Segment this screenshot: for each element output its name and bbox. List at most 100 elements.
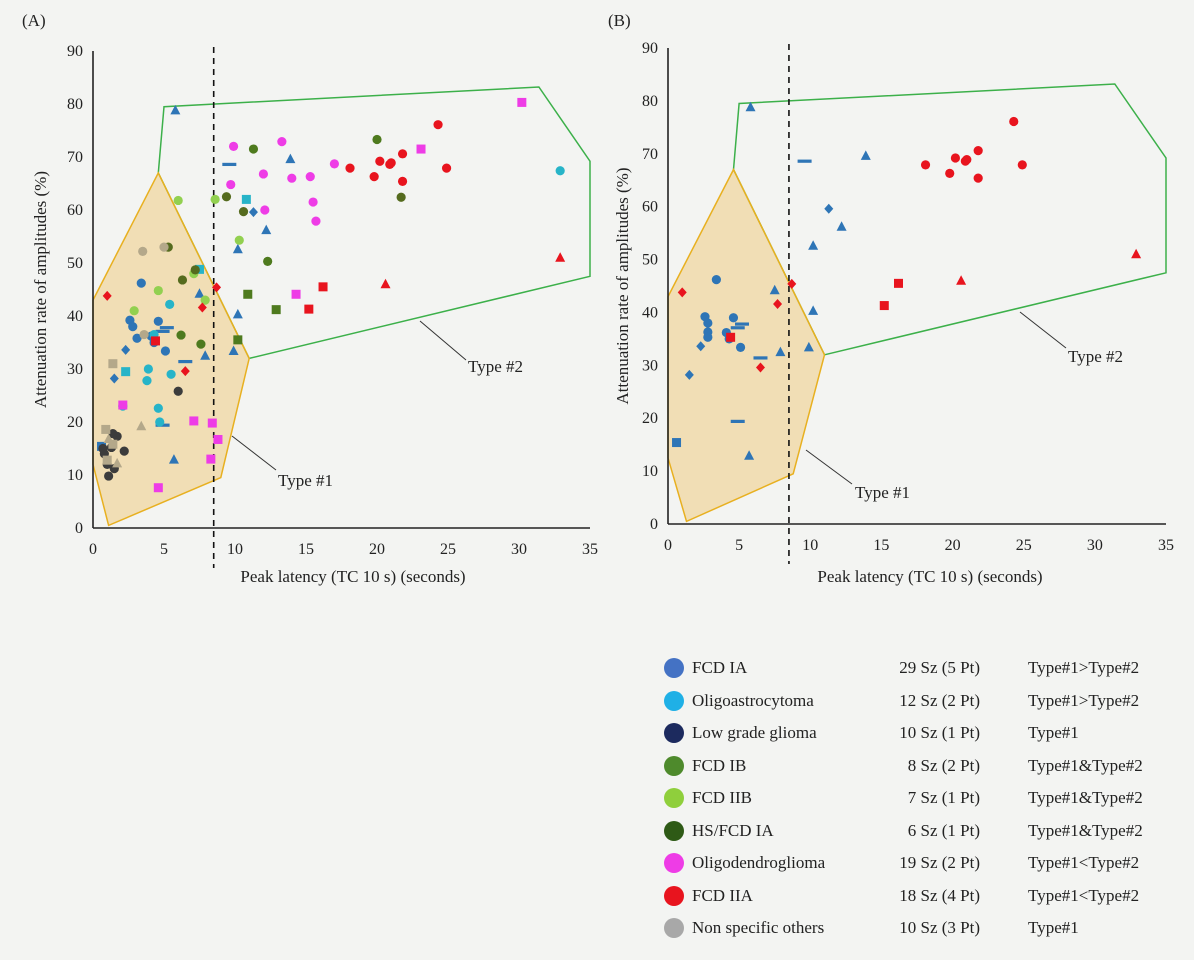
x-tick-label: 10	[802, 537, 818, 554]
data-point-fcdib	[263, 256, 273, 267]
data-point-lgg	[119, 446, 129, 456]
panel-a: (A) 0 10 20 30 40 50 60 70 80 90 0 5 10 15 20 25 30 35 Att…	[22, 11, 598, 586]
data-point-fcdiia	[920, 160, 931, 170]
data-point-fcdia	[711, 275, 721, 285]
data-point-fcdia	[168, 454, 179, 464]
data-point-fcdiia	[380, 278, 391, 289]
data-point-fcdia	[248, 207, 258, 218]
panel-b: (B) 0 10 20 30 40 50 60 70 80 90 0 5 10 15 20 25 30 35 Att…	[608, 11, 1174, 586]
y-tick-label: 60	[642, 199, 658, 216]
data-point-hsfcd	[238, 206, 249, 217]
type1-annotation-leader	[805, 449, 853, 485]
y-tick-label: 10	[642, 463, 658, 480]
y-tick-label: 80	[642, 93, 658, 110]
data-point-fcdia	[194, 288, 205, 298]
data-point-fcdia	[730, 419, 745, 423]
type2-annotation: Type #2	[1068, 347, 1123, 366]
x-tick-label: 20	[369, 541, 385, 558]
legend-item: HS/FCD IA 6 Sz (1 Pt) Type#1&Type#2	[660, 819, 1190, 852]
legend-marker	[664, 755, 684, 776]
y-tick-label: 30	[642, 357, 658, 374]
x-tick-label: 20	[945, 537, 961, 554]
y-tick-label: 20	[67, 414, 83, 431]
data-point-nonspec	[138, 246, 148, 256]
data-point-oligodendro	[228, 141, 239, 151]
data-point-fcdib	[248, 144, 259, 154]
type1-annotation-leader	[231, 435, 277, 471]
data-point-fcdiia	[950, 153, 961, 163]
data-point-oligodendro	[258, 169, 268, 179]
x-tick-label: 35	[582, 541, 598, 558]
data-point-fcdia	[797, 159, 812, 163]
data-point-fcdiia	[212, 282, 222, 293]
data-point-fcdia	[745, 101, 756, 112]
data-point-fcdiia	[397, 149, 408, 159]
data-point-nonspec	[136, 420, 147, 431]
data-point-fcdiib	[173, 195, 183, 206]
legend-count: 6 Sz (1 Pt)	[907, 820, 980, 840]
data-point-fcdiia	[555, 252, 566, 262]
data-point-oligodendro	[153, 483, 163, 493]
legend-item: FCD IIB 7 Sz (1 Pt) Type#1&Type#2	[660, 786, 1190, 819]
type1-annotation: Type #1	[855, 483, 910, 502]
legend: FCD IA 29 Sz (5 Pt) Type#1>Type#2 Oligoastr…	[660, 656, 1190, 949]
data-point-fcdib	[271, 305, 281, 315]
data-point-fcdib	[233, 335, 243, 345]
legend-item: Oligoastrocytoma 12 Sz (2 Pt) Type#1>Type#…	[660, 689, 1190, 722]
legend-count: 18 Sz (4 Pt)	[899, 885, 980, 905]
data-point-fcdia	[734, 322, 749, 326]
data-point-fcdia	[132, 333, 142, 343]
y-tick-label: 50	[67, 255, 83, 272]
y-tick-label: 30	[67, 361, 83, 378]
legend-item: FCD IB 8 Sz (2 Pt) Type#1&Type#2	[660, 754, 1190, 787]
type2-annotation-leader	[419, 320, 467, 361]
data-point-fcdib	[196, 339, 206, 349]
data-point-fcdiia	[386, 158, 396, 168]
data-point-fcdia	[153, 316, 163, 326]
legend-marker	[664, 885, 684, 906]
data-point-lgg	[173, 386, 183, 396]
data-point-fcdiib	[200, 295, 210, 305]
data-point-fcdia	[232, 308, 243, 319]
data-point-hsfcd	[177, 275, 188, 285]
data-point-fcdiia	[773, 298, 783, 309]
data-point-fcdiia	[441, 163, 452, 173]
data-point-fcdia	[744, 450, 755, 460]
data-point-fcdiia	[433, 120, 443, 130]
legend-marker	[664, 723, 684, 743]
legend-item: Low grade glioma 10 Sz (1 Pt) Type#1	[660, 721, 1190, 754]
data-point-fcdiib	[129, 306, 139, 316]
panel-b-label: (B)	[608, 11, 631, 30]
data-point-fcdia	[703, 318, 713, 328]
panel-a-label: (A)	[22, 11, 46, 30]
data-point-fcdiia	[973, 146, 983, 156]
x-tick-label: 15	[298, 541, 314, 558]
data-point-fcdia	[728, 313, 739, 323]
data-point-nonspec	[112, 457, 123, 468]
legend-name: Oligodendroglioma	[692, 853, 826, 872]
data-point-oligoastro	[241, 194, 251, 204]
legend-count: 10 Sz (3 Pt)	[899, 918, 980, 937]
data-point-oligodendro	[517, 97, 527, 107]
legend-item: Oligodendroglioma 19 Sz (2 Pt) Type#1<Type…	[660, 851, 1190, 884]
legend-marker	[664, 658, 684, 678]
data-point-oligodendro	[206, 454, 216, 464]
data-point-nonspec	[103, 433, 114, 443]
data-point-lgg	[98, 443, 108, 454]
data-point-oligodendro	[305, 172, 315, 182]
y-tick-label: 70	[642, 146, 658, 163]
legend-type: Type#1<Type#2	[1028, 853, 1140, 872]
data-point-fcdia	[803, 341, 814, 352]
y-tick-label: 90	[642, 40, 658, 57]
type2-annotation-leader	[1019, 311, 1067, 349]
x-tick-label: 10	[227, 541, 243, 558]
data-point-nonspec	[102, 455, 112, 465]
data-point-fcdiia	[973, 173, 983, 183]
x-axis-label: Peak latency (TC 10 s) (seconds)	[817, 567, 1042, 586]
legend-name: HS/FCD IA	[692, 820, 774, 840]
legend-marker	[664, 788, 684, 808]
x-tick-label: 30	[511, 541, 527, 558]
data-point-fcdia	[672, 438, 682, 448]
legend-name: FCD IIB	[692, 788, 752, 807]
